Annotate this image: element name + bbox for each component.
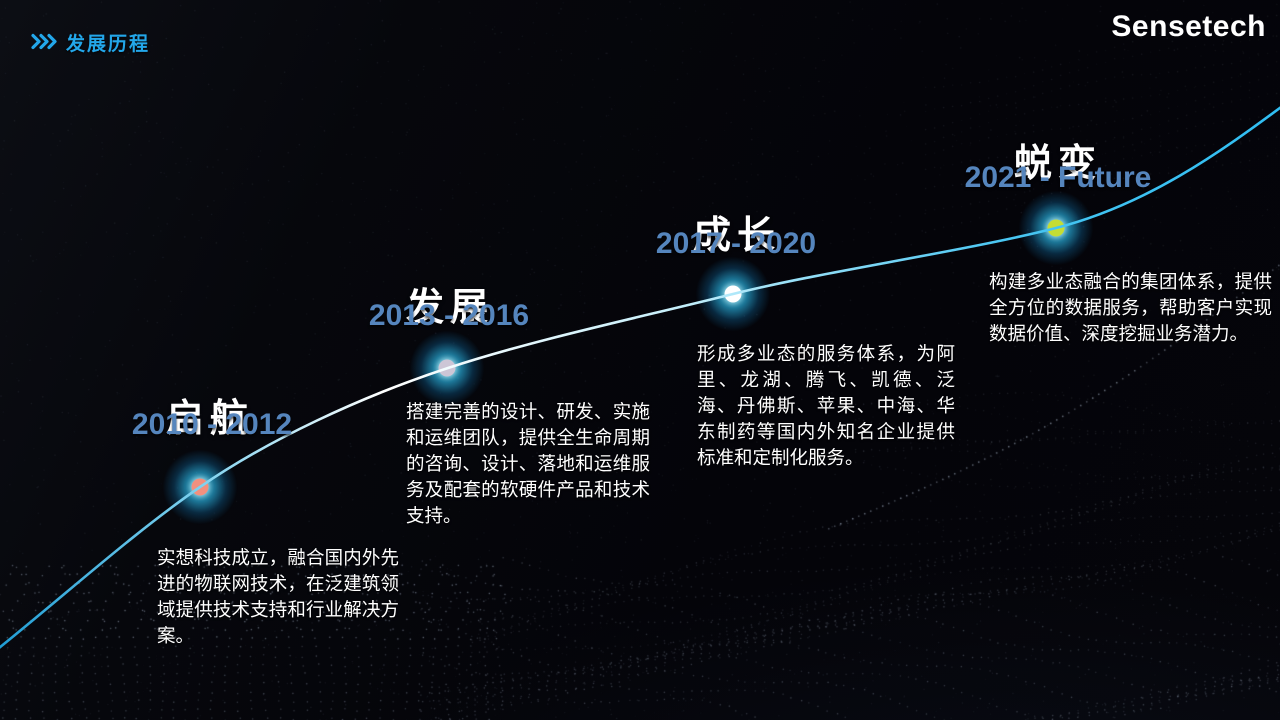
milestone-title: 启航 <box>165 394 255 440</box>
company-logo: Sensetech <box>1111 10 1266 43</box>
milestone-description: 构建多业态融合的集团体系，提供全方位的数据服务，帮助客户实现数据价值、深度挖掘业… <box>989 271 1272 344</box>
slide-header: 发展历程 <box>30 33 150 55</box>
triple-chevron-right-icon <box>30 33 57 55</box>
milestone-period: 2010 - 2012 <box>131 408 293 441</box>
milestone-title: 成长 <box>692 211 782 257</box>
milestone-period: 2021 - Future <box>964 161 1152 194</box>
milestone-period: 2013 - 2016 <box>368 299 530 332</box>
milestone-period: 2017 - 2020 <box>655 227 817 260</box>
page-title: 发展历程 <box>66 33 151 55</box>
milestone-description: 搭建完善的设计、研发、实施和运维团队，提供全生命周期的咨询、设计、落地和运维服务… <box>406 401 650 526</box>
milestone-title: 发展 <box>405 283 495 329</box>
milestone-description: 实想科技成立，融合国内外先进的物联网技术，在泛建筑领域提供技术支持和行业解决方案… <box>157 547 399 646</box>
milestone-description: 形成多业态的服务体系，为阿里、龙湖、腾飞、凯德、泛海、丹佛斯、苹果、中海、华东制… <box>697 343 955 468</box>
milestone-title: 蜕变 <box>1013 139 1103 185</box>
timeline-line <box>0 106 1280 649</box>
